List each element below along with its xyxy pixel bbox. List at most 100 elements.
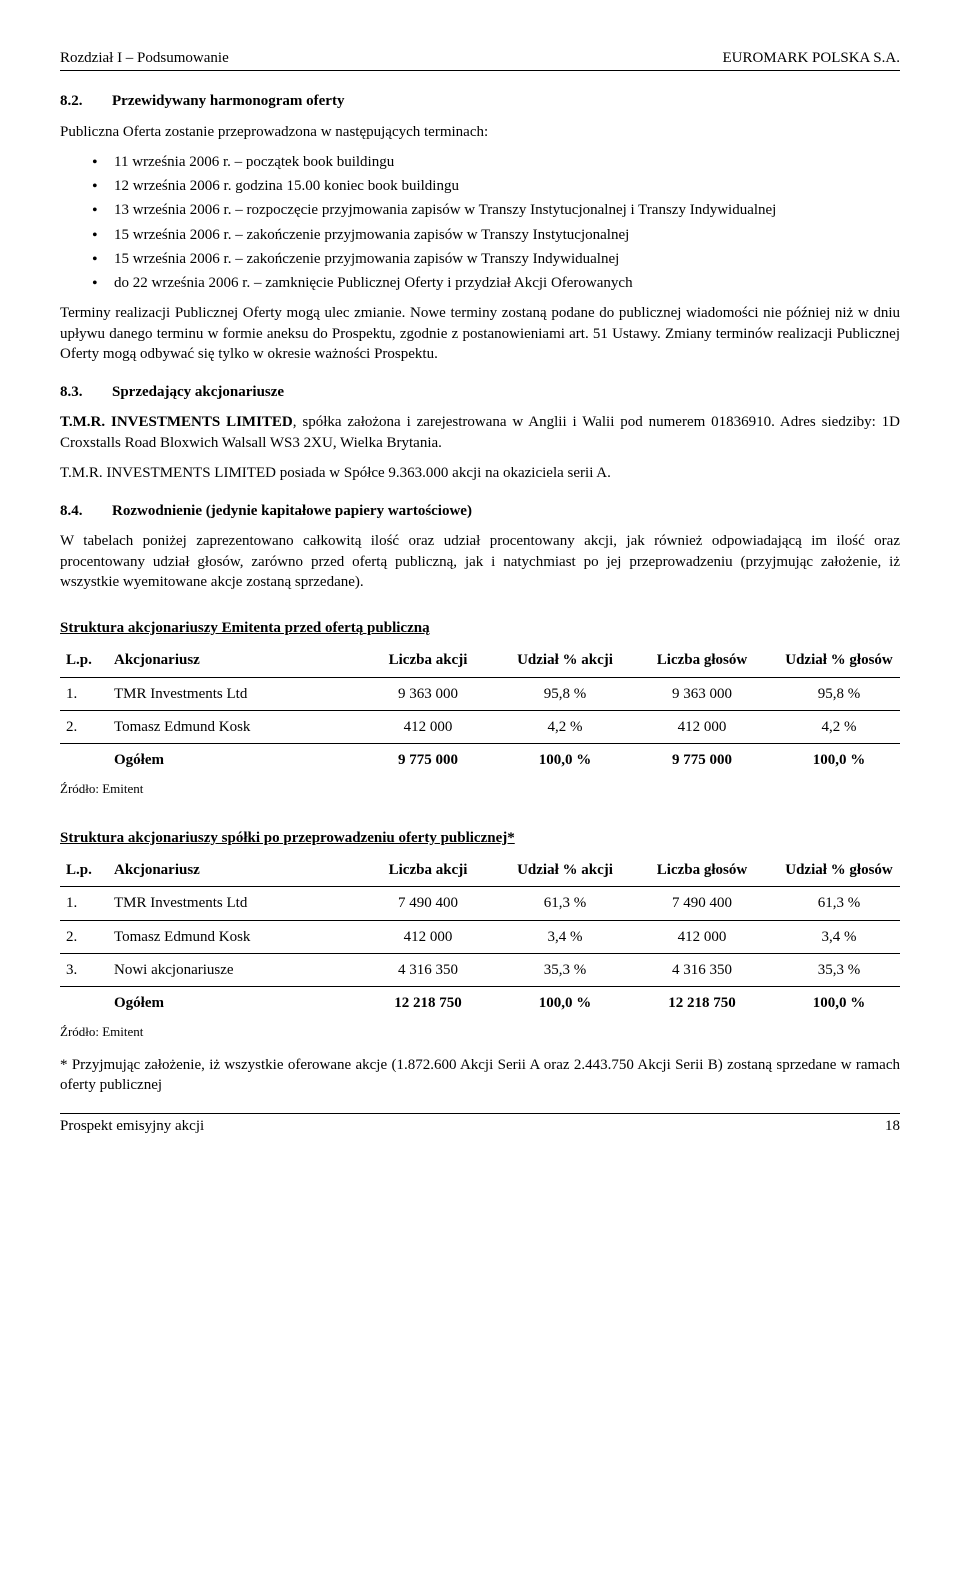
company-name: T.M.R. INVESTMENTS LIMITED [60,414,293,430]
cell-shares: 412 000 [352,710,504,743]
cell-votes-pct: 4,2 % [778,710,900,743]
cell-shares: 412 000 [352,920,504,953]
cell-votes: 12 218 750 [626,987,778,1020]
th-votes: Liczba głosów [626,854,778,887]
th-lp: L.p. [60,644,108,677]
th-shareholder: Akcjonariusz [108,644,352,677]
cell-lp: 2. [60,710,108,743]
section-number: 8.2. [60,91,112,111]
cell-votes-pct: 100,0 % [778,987,900,1020]
shareholder-table-before: L.p. Akcjonariusz Liczba akcji Udział % … [60,644,900,776]
cell-total-label: Ogółem [108,987,352,1020]
shareholder-table-after: L.p. Akcjonariusz Liczba akcji Udział % … [60,854,900,1019]
th-votes-pct: Udział % głosów [778,854,900,887]
cell-name: TMR Investments Ltd [108,887,352,920]
list-item: do 22 września 2006 r. – zamknięcie Publ… [92,273,900,293]
section-title: Sprzedający akcjonariusze [112,382,284,402]
header-divider [60,70,900,71]
section-8-4-head: 8.4. Rozwodnienie (jedynie kapitałowe pa… [60,501,900,521]
list-item: 11 września 2006 r. – początek book buil… [92,152,900,172]
cell-share-pct: 35,3 % [504,953,626,986]
list-item: 13 września 2006 r. – rozpoczęcie przyjm… [92,200,900,220]
th-lp: L.p. [60,854,108,887]
footer-right: 18 [885,1116,900,1136]
table2-source: Źródło: Emitent [60,1023,900,1041]
th-shareholder: Akcjonariusz [108,854,352,887]
footnote: * Przyjmując założenie, iż wszystkie ofe… [60,1055,900,1096]
cell-share-pct: 3,4 % [504,920,626,953]
cell-name: Tomasz Edmund Kosk [108,710,352,743]
s83-p1: T.M.R. INVESTMENTS LIMITED, spółka założ… [60,412,900,453]
cell-shares: 12 218 750 [352,987,504,1020]
table-row: 1.TMR Investments Ltd9 363 00095,8 %9 36… [60,677,900,710]
cell-lp [60,987,108,1020]
table1-title: Struktura akcjonariuszy Emitenta przed o… [60,618,430,638]
cell-lp: 2. [60,920,108,953]
footer-left: Prospekt emisyjny akcji [60,1116,204,1136]
s84-para: W tabelach poniżej zaprezentowano całkow… [60,531,900,592]
table-header-row: L.p. Akcjonariusz Liczba akcji Udział % … [60,854,900,887]
cell-votes-pct: 95,8 % [778,677,900,710]
list-item: 12 września 2006 r. godzina 15.00 koniec… [92,176,900,196]
cell-votes: 412 000 [626,920,778,953]
list-item: 15 września 2006 r. – zakończenie przyjm… [92,249,900,269]
section-8-3-head: 8.3. Sprzedający akcjonariusze [60,382,900,402]
cell-name: Nowi akcjonariusze [108,953,352,986]
cell-share-pct: 100,0 % [504,744,626,777]
table1-source: Źródło: Emitent [60,780,900,798]
cell-shares: 7 490 400 [352,887,504,920]
s83-p2: T.M.R. INVESTMENTS LIMITED posiada w Spó… [60,463,900,483]
table-total-row: Ogółem9 775 000100,0 %9 775 000100,0 % [60,744,900,777]
cell-shares: 9 775 000 [352,744,504,777]
s82-para: Terminy realizacji Publicznej Oferty mog… [60,303,900,364]
section-8-2-head: 8.2. Przewidywany harmonogram oferty [60,91,900,111]
cell-lp [60,744,108,777]
footer-divider [60,1113,900,1114]
table-row: 3.Nowi akcjonariusze4 316 35035,3 %4 316… [60,953,900,986]
th-votes: Liczba głosów [626,644,778,677]
cell-name: Tomasz Edmund Kosk [108,920,352,953]
table-header-row: L.p. Akcjonariusz Liczba akcji Udział % … [60,644,900,677]
header-left: Rozdział I – Podsumowanie [60,48,229,68]
cell-shares: 9 363 000 [352,677,504,710]
section-title: Przewidywany harmonogram oferty [112,91,344,111]
cell-votes-pct: 100,0 % [778,744,900,777]
schedule-list: 11 września 2006 r. – początek book buil… [60,152,900,294]
table-total-row: Ogółem12 218 750100,0 %12 218 750100,0 % [60,987,900,1020]
cell-share-pct: 61,3 % [504,887,626,920]
cell-votes-pct: 61,3 % [778,887,900,920]
th-votes-pct: Udział % głosów [778,644,900,677]
s82-intro: Publiczna Oferta zostanie przeprowadzona… [60,122,900,142]
cell-share-pct: 4,2 % [504,710,626,743]
th-share-pct: Udział % akcji [504,644,626,677]
cell-votes-pct: 3,4 % [778,920,900,953]
cell-votes-pct: 35,3 % [778,953,900,986]
cell-total-label: Ogółem [108,744,352,777]
cell-lp: 1. [60,887,108,920]
cell-lp: 1. [60,677,108,710]
table-row: 1.TMR Investments Ltd7 490 40061,3 %7 49… [60,887,900,920]
section-number: 8.4. [60,501,112,521]
cell-share-pct: 100,0 % [504,987,626,1020]
th-shares: Liczba akcji [352,854,504,887]
cell-votes: 9 363 000 [626,677,778,710]
cell-votes: 412 000 [626,710,778,743]
list-item: 15 września 2006 r. – zakończenie przyjm… [92,225,900,245]
cell-share-pct: 95,8 % [504,677,626,710]
page-footer: Prospekt emisyjny akcji 18 [60,1116,900,1136]
table-row: 2.Tomasz Edmund Kosk412 0003,4 %412 0003… [60,920,900,953]
cell-shares: 4 316 350 [352,953,504,986]
cell-votes: 7 490 400 [626,887,778,920]
page-header: Rozdział I – Podsumowanie EUROMARK POLSK… [60,48,900,68]
header-right: EUROMARK POLSKA S.A. [722,48,900,68]
th-share-pct: Udział % akcji [504,854,626,887]
section-number: 8.3. [60,382,112,402]
table-row: 2.Tomasz Edmund Kosk412 0004,2 %412 0004… [60,710,900,743]
cell-lp: 3. [60,953,108,986]
cell-votes: 4 316 350 [626,953,778,986]
table2-title: Struktura akcjonariuszy spółki po przepr… [60,828,515,848]
th-shares: Liczba akcji [352,644,504,677]
cell-votes: 9 775 000 [626,744,778,777]
section-title: Rozwodnienie (jedynie kapitałowe papiery… [112,501,472,521]
cell-name: TMR Investments Ltd [108,677,352,710]
